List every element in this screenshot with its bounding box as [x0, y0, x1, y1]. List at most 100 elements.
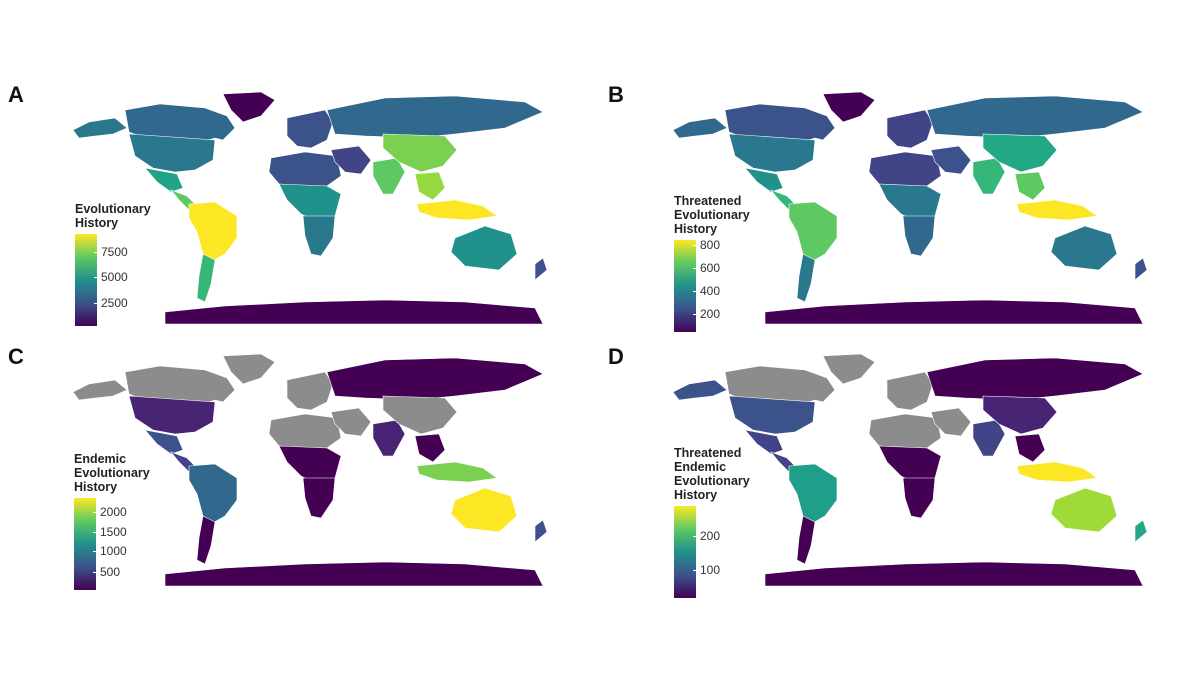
colorbar: 200 100	[674, 506, 750, 598]
legend-title: Threatened Evolutionary History	[674, 194, 750, 236]
region-australia	[450, 225, 518, 271]
region-indonesia	[416, 199, 498, 221]
region-southern-africa	[902, 477, 936, 519]
region-indonesia	[1016, 199, 1098, 221]
region-southeast-asia	[1014, 171, 1046, 201]
region-southern-cone	[796, 515, 816, 565]
colorbar-tick-label: 1000	[93, 544, 127, 559]
region-australia	[1050, 225, 1118, 271]
region-europe	[886, 371, 934, 411]
region-greenland	[822, 91, 876, 123]
region-mexico	[744, 167, 784, 193]
colorbar-tick-label: 400	[692, 283, 721, 298]
panel-label: D	[608, 344, 624, 369]
region-north-africa	[868, 151, 942, 187]
region-new-zealand	[534, 257, 548, 281]
region-north-africa	[868, 413, 942, 449]
region-north-africa	[268, 151, 342, 187]
colorbar-tick-label: 2000	[93, 504, 127, 519]
legend-title: Endemic Evolutionary History	[74, 452, 150, 494]
world-map	[672, 91, 1148, 325]
region-antarctica	[764, 561, 1144, 587]
region-southern-cone	[796, 253, 816, 303]
region-greenland	[822, 353, 876, 385]
region-mexico	[144, 167, 184, 193]
region-southeast-asia	[414, 433, 446, 463]
legend-title: Threatened Endemic Evolutionary History	[674, 446, 750, 502]
region-southern-africa	[302, 215, 336, 257]
colorbar-tick-label: 1500	[93, 525, 127, 540]
world-map	[672, 353, 1148, 587]
region-europe	[886, 109, 934, 149]
region-new-zealand	[1134, 257, 1148, 281]
panel-label: A	[8, 82, 24, 107]
region-new-zealand	[534, 519, 548, 543]
region-china	[982, 133, 1058, 173]
colorbar-tick-label: 800	[692, 237, 721, 252]
region-russia	[926, 357, 1144, 401]
region-southern-cone	[196, 515, 216, 565]
panel-label: C	[8, 344, 24, 369]
colorbar-tick-label: 200	[692, 529, 721, 544]
colorbar-tick-label: 600	[692, 260, 721, 275]
region-usa	[128, 395, 216, 435]
region-mexico	[144, 429, 184, 455]
region-russia	[326, 357, 544, 401]
region-south-america	[188, 463, 238, 525]
region-indonesia	[1016, 461, 1098, 483]
region-south-america	[788, 201, 838, 263]
legend: Threatened Endemic Evolutionary History …	[674, 446, 750, 598]
region-alaska	[72, 379, 128, 401]
legend-title: Evolutionary History	[75, 202, 151, 230]
region-usa	[128, 133, 216, 173]
region-china	[382, 395, 458, 435]
region-south-asia	[372, 419, 406, 457]
region-southeast-asia	[414, 171, 446, 201]
colorbar-tick-label: 200	[692, 306, 721, 321]
region-alaska	[672, 117, 728, 139]
colorbar-tick-label: 500	[92, 564, 121, 579]
region-china	[982, 395, 1058, 435]
region-southeast-asia	[1014, 433, 1046, 463]
region-australia	[1050, 487, 1118, 533]
region-antarctica	[764, 299, 1144, 325]
region-south-america	[788, 463, 838, 525]
colorbar: 800 600 400 200	[674, 237, 750, 332]
region-southern-cone	[196, 253, 216, 303]
region-south-asia	[972, 157, 1006, 195]
colorbar-tick-label: 7500	[94, 245, 128, 260]
region-europe	[286, 371, 334, 411]
region-europe	[286, 109, 334, 149]
region-usa	[728, 395, 816, 435]
region-greenland	[222, 91, 276, 123]
colorbar-tick-label: 100	[692, 563, 721, 578]
region-southern-africa	[302, 477, 336, 519]
colorbar: 7500 5000 2500	[75, 234, 151, 326]
region-south-america	[188, 201, 238, 263]
region-usa	[728, 133, 816, 173]
region-southern-africa	[902, 215, 936, 257]
legend: Endemic Evolutionary History 2000 1500 100…	[74, 452, 150, 590]
region-russia	[926, 95, 1144, 139]
panel-label: B	[608, 82, 624, 107]
world-map	[72, 353, 548, 587]
colorbar-gradient	[75, 234, 97, 326]
region-middle-east	[330, 145, 372, 175]
colorbar-tick-label: 5000	[94, 270, 128, 285]
region-south-asia	[972, 419, 1006, 457]
colorbar: 2000 1500 1000 500	[74, 498, 150, 590]
region-alaska	[72, 117, 128, 139]
panel-d: D Threatened Endemic Evolutionary Histor…	[600, 340, 1160, 610]
region-middle-east	[330, 407, 372, 437]
region-australia	[450, 487, 518, 533]
legend: Threatened Evolutionary History 800 600 40…	[674, 194, 750, 332]
region-middle-east	[930, 407, 972, 437]
region-indonesia	[416, 461, 498, 483]
colorbar-gradient	[74, 498, 96, 590]
colorbar-gradient	[674, 506, 696, 598]
region-antarctica	[164, 299, 544, 325]
panel-b: B Threatened Evolutionary History 800 600…	[600, 78, 1160, 348]
world-map	[72, 91, 548, 325]
region-mexico	[744, 429, 784, 455]
region-antarctica	[164, 561, 544, 587]
